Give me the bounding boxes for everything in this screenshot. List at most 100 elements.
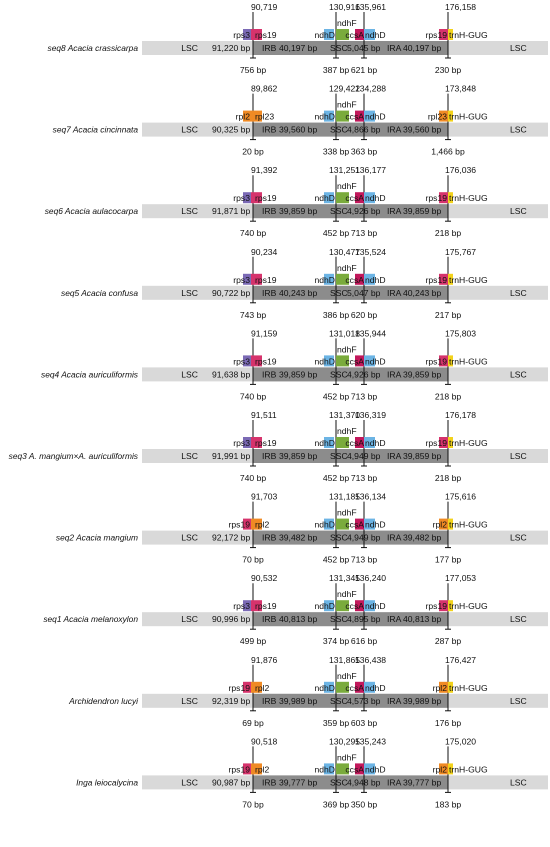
jlb-position: 90,518 <box>251 736 278 746</box>
junction-row: seq8 Acacia crassicarpa LSC 91,220 bp IRB 40… <box>48 2 548 75</box>
lsc-label: LSC <box>181 206 198 216</box>
irb-label: IRB <box>262 533 277 543</box>
lsc-label: LSC <box>181 777 198 787</box>
lsc-label-right: LSC <box>510 614 527 624</box>
gene-box-jlb-right <box>251 192 262 204</box>
distance-label: 743 bp <box>240 310 267 320</box>
jsa-position: 134,288 <box>355 84 386 94</box>
ssc-label: SSC <box>330 696 348 706</box>
gene-box-trnh <box>448 600 453 612</box>
gene-box-jlb-left <box>243 29 251 40</box>
irb-length: 40,243 bp <box>279 288 317 298</box>
jla-position: 175,020 <box>445 736 476 746</box>
lsc-length: 90,996 bp <box>212 614 250 624</box>
gene-label-ndhf: ndhF <box>337 18 357 28</box>
irb-label: IRB <box>262 206 277 216</box>
gene-label-trnh: trnH-GUG <box>449 30 488 40</box>
ira-label: IRA <box>387 125 402 135</box>
gene-box-ndhd <box>324 681 334 693</box>
gene-box-ccsa <box>355 29 364 40</box>
gene-label-ccsa: ccsA <box>345 683 364 693</box>
distance-label: 20 bp <box>242 147 264 157</box>
gene-label-jlb-right: rpl23 <box>255 112 274 122</box>
inverted-repeat-block <box>253 775 448 790</box>
inverted-repeat-block <box>253 367 448 382</box>
gene-label-trnh: trnH-GUG <box>449 356 488 366</box>
jlb-position: 91,876 <box>251 655 278 665</box>
ssc-label: SSC <box>330 777 348 787</box>
distance-label: 452 bp <box>323 473 350 483</box>
gene-label-jlb-left: rpl2 <box>236 112 251 122</box>
gene-label-ndhd: ndhD <box>314 520 335 530</box>
gene-box-jlb-left <box>243 600 251 612</box>
gene-box-jla-left <box>439 681 448 693</box>
gene-label-ndhd-jsa: ndhD <box>365 520 386 530</box>
gene-box-ccsa <box>355 600 364 612</box>
gene-box-jla-left <box>439 110 448 122</box>
gene-label-jlb-right: rps19 <box>255 30 277 40</box>
distance-label: 756 bp <box>240 65 267 75</box>
distance-label: 740 bp <box>240 473 267 483</box>
lsc-length: 91,991 bp <box>212 451 250 461</box>
gene-box-jlb-left <box>243 192 251 204</box>
irb-length: 39,482 bp <box>279 533 317 543</box>
gene-box-trnh <box>448 192 453 204</box>
distance-label: 713 bp <box>351 555 378 565</box>
inverted-repeat-block <box>253 41 448 55</box>
gene-box-jla-left <box>439 29 448 40</box>
lsc-label: LSC <box>181 43 198 53</box>
species-label: seq2 Acacia mangium <box>56 533 138 543</box>
gene-box-ndhd-jsa <box>364 110 375 122</box>
junction-row: seq1 Acacia melanoxylon LSC 90,996 bp IRB 40… <box>43 573 548 646</box>
distance-label: 338 bp <box>323 147 350 157</box>
junction-row: seq5 Acacia confusa LSC 90,722 bp IRB 40,243… <box>61 247 548 320</box>
irb-length: 39,989 bp <box>279 696 317 706</box>
gene-label-trnh: trnH-GUG <box>449 112 488 122</box>
lsc-label: LSC <box>181 369 198 379</box>
irb-label: IRB <box>262 777 277 787</box>
jla-position: 175,767 <box>445 247 476 257</box>
gene-box-jla-left <box>439 763 448 775</box>
gene-label-ndhd-jsa: ndhD <box>365 112 386 122</box>
jsb-position: 130,477 <box>329 247 360 257</box>
distance-label: 499 bp <box>240 636 267 646</box>
gene-label-jlb-left: rps3 <box>233 275 250 285</box>
gene-box-ndhf <box>336 192 349 204</box>
gene-label-jlb-right: rpl2 <box>255 683 270 693</box>
lsc-length: 90,722 bp <box>212 288 250 298</box>
gene-label-ndhd-jsa: ndhD <box>365 438 386 448</box>
gene-box-trnh <box>448 437 453 448</box>
lsc-length: 90,325 bp <box>212 125 250 135</box>
species-label: Archidendron lucyi <box>68 696 139 706</box>
gene-label-ndhd-jsa: ndhD <box>365 275 386 285</box>
gene-label-ndhd: ndhD <box>314 683 335 693</box>
gene-box-jlb-left <box>243 110 251 122</box>
ssc-label: SSC <box>330 614 348 624</box>
ira-label: IRA <box>387 533 402 543</box>
gene-label-jla-left: rps19 <box>426 275 448 285</box>
lsc-length: 92,319 bp <box>212 696 250 706</box>
gene-label-ndhd-jsa: ndhD <box>365 601 386 611</box>
ira-label: IRA <box>387 777 402 787</box>
gene-label-ndhd: ndhD <box>314 356 335 366</box>
jlb-position: 91,159 <box>251 328 278 338</box>
gene-box-ndhf <box>336 29 349 40</box>
distance-label: 287 bp <box>435 636 462 646</box>
gene-box-jlb-right <box>251 600 262 612</box>
junction-row: seq2 Acacia mangium LSC 92,172 bp IRB 39,482… <box>56 492 548 565</box>
gene-label-trnh: trnH-GUG <box>449 683 488 693</box>
gene-label-ccsa: ccsA <box>345 275 364 285</box>
gene-label-jlb-left: rps19 <box>229 520 251 530</box>
jsb-position: 129,422 <box>329 84 360 94</box>
gene-box-jlb-left <box>243 437 251 448</box>
gene-box-jlb-left <box>243 273 251 285</box>
jlb-position: 90,234 <box>251 247 278 257</box>
inverted-repeat-block <box>253 693 448 708</box>
species-label: seq3 A. mangium×A. auriculiformis <box>9 451 139 461</box>
lsc-length: 91,871 bp <box>212 206 250 216</box>
gene-label-ndhd: ndhD <box>314 30 335 40</box>
gene-label-jla-left: rpl2 <box>433 683 448 693</box>
jsb-position: 131,185 <box>329 492 360 502</box>
